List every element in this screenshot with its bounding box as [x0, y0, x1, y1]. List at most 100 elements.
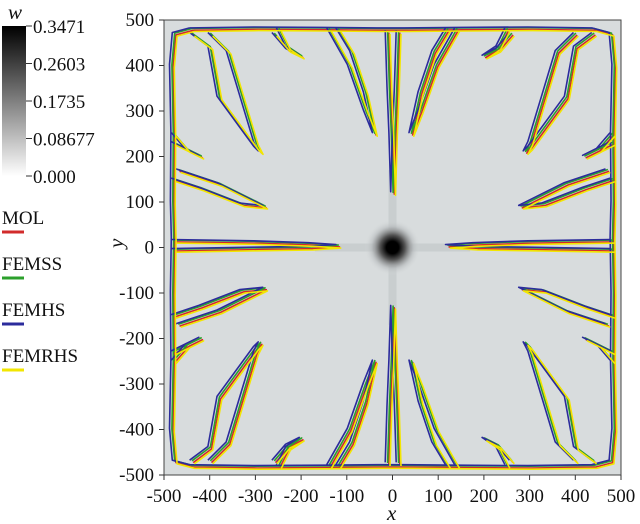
- x-tick-label: 0: [388, 486, 398, 507]
- field-streak: [410, 243, 471, 252]
- contour-femhs: [271, 436, 301, 466]
- contour-femhs: [522, 31, 593, 152]
- y-tick-label: -200: [119, 329, 154, 350]
- contour-femrhs: [276, 440, 305, 469]
- y-tick-label: -300: [119, 374, 154, 395]
- contour-mol: [388, 307, 401, 465]
- contour-lines: [168, 26, 618, 470]
- contour-femhs: [171, 286, 264, 325]
- contour-femss: [386, 305, 400, 464]
- contour-femhs: [581, 132, 611, 157]
- contour-mol: [172, 28, 617, 469]
- contour-femss: [410, 28, 458, 134]
- contour-femrhs: [176, 242, 342, 253]
- contour-femss: [524, 341, 595, 462]
- contour-femhs: [384, 304, 397, 463]
- contour-femhs: [581, 336, 611, 361]
- contour-femrhs: [413, 362, 461, 469]
- contour-mol: [174, 288, 268, 327]
- y-axis-label: y: [104, 238, 128, 250]
- contour-femrhs: [522, 171, 616, 210]
- x-tick-label: 500: [607, 486, 636, 507]
- y-tick-label: -100: [119, 283, 154, 304]
- contour-femhs: [444, 238, 611, 250]
- x-tick-label: -500: [147, 486, 182, 507]
- contour-femrhs: [330, 362, 378, 469]
- contour-femss: [584, 132, 614, 157]
- contour-femrhs: [193, 344, 264, 465]
- contour-femhs: [170, 132, 200, 157]
- center-peak: [364, 219, 421, 276]
- contour-femrhs: [276, 31, 305, 60]
- contour-femhs: [517, 286, 611, 325]
- contour-femss: [520, 168, 613, 207]
- contour-femhs: [481, 27, 511, 56]
- contour-femrhs: [522, 290, 616, 329]
- contour-femss: [328, 359, 376, 466]
- contour-femrhs: [486, 440, 515, 469]
- contour-femrhs: [586, 135, 616, 160]
- contour-mol: [329, 361, 377, 468]
- y-tick-label: -400: [119, 420, 154, 441]
- colorbar-tick-label: 0.1735: [33, 92, 85, 113]
- contour-femrhs: [175, 340, 205, 365]
- contour-femhs: [170, 336, 200, 361]
- contour-mol: [388, 32, 401, 195]
- contour-femrhs: [175, 290, 269, 329]
- legend-label: MOL: [2, 208, 44, 229]
- plot-area: [163, 19, 622, 476]
- contour-femhs: [326, 359, 374, 466]
- contour-femrhs: [449, 242, 615, 253]
- contour-mol: [174, 241, 341, 252]
- contour-mol: [448, 241, 614, 252]
- contour-femhs: [189, 31, 259, 152]
- contour-mol: [411, 29, 459, 136]
- contour-femhs: [171, 168, 264, 207]
- contour-femhs: [384, 30, 397, 193]
- contour-mol: [174, 338, 204, 363]
- contour-femrhs: [175, 135, 205, 160]
- contour-mol: [192, 343, 263, 464]
- contour-femhs: [522, 341, 593, 461]
- y-tick-label: -500: [119, 465, 154, 486]
- y-tick-label: 400: [126, 56, 155, 77]
- x-tick-label: -200: [284, 486, 319, 507]
- x-axis-label: x: [386, 501, 397, 524]
- colorbar-ticks: 0.3471 0.2603 0.1735 0.08677 0.000: [26, 17, 95, 188]
- colorbar-title: w: [8, 0, 22, 24]
- colorbar: w 0.3471 0.2603 0.1735 0.08677 0.000: [2, 0, 95, 188]
- y-axis-ticks: 500 400 300 200 100 0 -100 -200 -300 -400 -500: [119, 10, 164, 486]
- colorbar-tick-label: 0.08677: [33, 130, 95, 151]
- x-tick-label: 400: [561, 486, 590, 507]
- contour-femss: [173, 287, 266, 326]
- x-tick-label: 200: [470, 486, 499, 507]
- y-tick-label: 200: [126, 147, 155, 168]
- contour-femrhs: [330, 31, 378, 137]
- contour-femrhs: [527, 35, 598, 156]
- contour-femhs: [189, 341, 259, 461]
- colorbar-gradient: [2, 26, 26, 176]
- contour-femhs: [517, 168, 611, 207]
- contour-femss: [386, 30, 400, 194]
- field-streak: [388, 265, 397, 325]
- contour-femhs: [326, 27, 374, 134]
- contour-mol: [521, 170, 614, 209]
- y-tick-label: 100: [126, 192, 155, 213]
- contour-femhs: [168, 26, 613, 467]
- legend-label: FEMSS: [2, 254, 62, 275]
- contour-femrhs: [175, 171, 269, 210]
- colorbar-tick-label: 0.2603: [33, 55, 85, 76]
- x-tick-label: -300: [238, 486, 273, 507]
- y-tick-label: 0: [145, 238, 155, 259]
- contour-femss: [524, 32, 595, 153]
- contour-femrhs: [413, 31, 461, 137]
- contour-femss: [191, 341, 262, 462]
- x-tick-label: 300: [515, 486, 544, 507]
- legend: MOL FEMSS FEMHS FEMRHS: [2, 208, 78, 372]
- contour-mol: [274, 439, 304, 468]
- colorbar-tick-label: 0.3471: [33, 17, 85, 38]
- contour-femrhs: [586, 340, 616, 365]
- contour-femss: [173, 337, 202, 362]
- field-streak: [388, 170, 397, 230]
